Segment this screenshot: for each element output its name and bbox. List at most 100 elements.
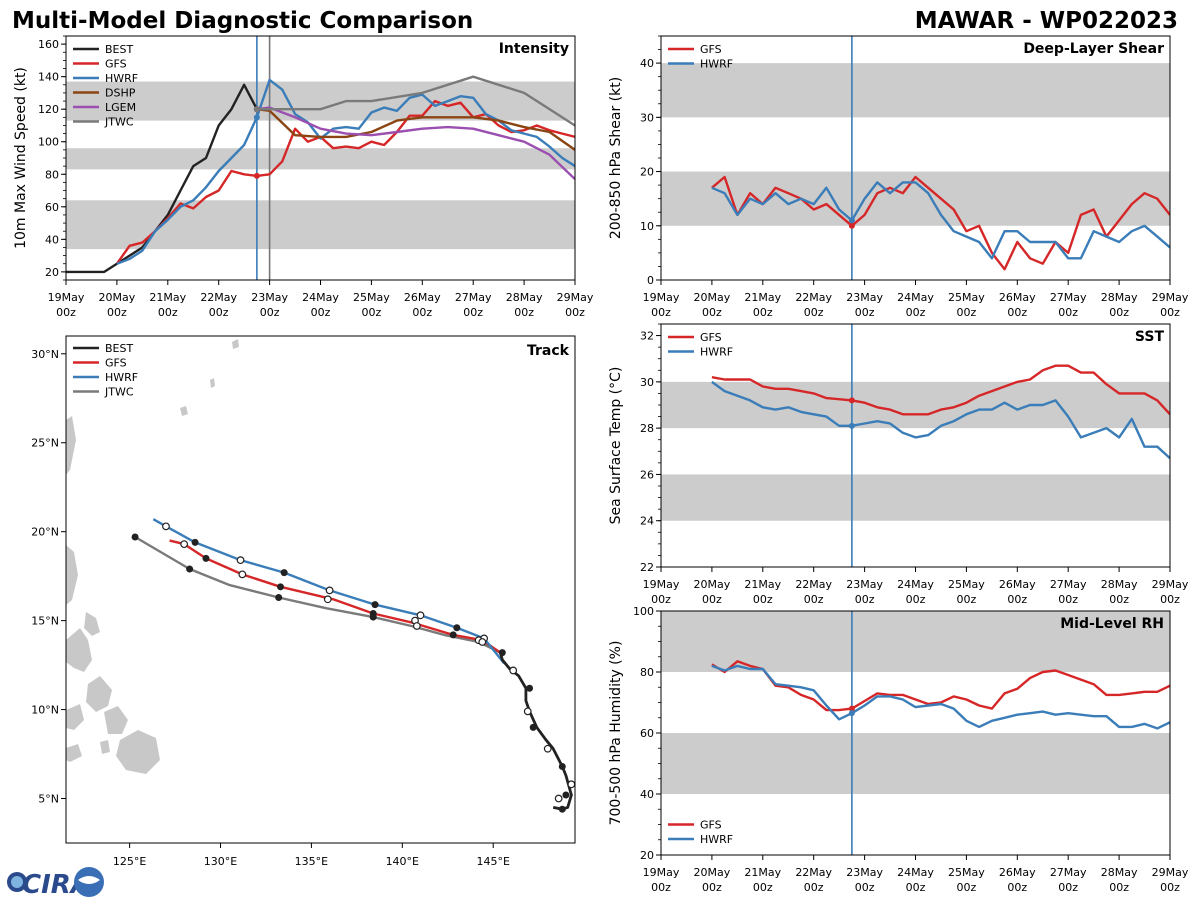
track-marker-filled-8 xyxy=(371,601,379,609)
intensity-legend-label-hwrf: HWRF xyxy=(105,72,138,85)
shear-panel: 0 10 20 30 40 19May 00z 20May 00z 21May 00z 22May 00… xyxy=(608,35,1189,319)
track-marker-open-1 xyxy=(554,794,563,803)
rh-title: Mid-Level RH xyxy=(1060,616,1164,632)
shear-current-point-gfs xyxy=(848,222,855,229)
intensity-ytick-label-1: 40 xyxy=(45,233,59,246)
track-xtick-label-2: 135°E xyxy=(295,855,328,868)
intensity-ytick-label-2: 60 xyxy=(45,201,59,214)
shear-series-group xyxy=(711,175,1170,271)
sst-xtick-label-8: 27May xyxy=(1050,578,1087,591)
shear-series-gfs xyxy=(711,175,1170,271)
shear-ytick-label-0: 0 xyxy=(647,274,654,287)
shear-xtick-sublabel-5: 00z xyxy=(906,306,926,319)
rh-xtick-label-4: 23May xyxy=(846,866,883,879)
track-xtick-label-3: 140°E xyxy=(386,855,419,868)
sst-xtick-sublabel-0: 00z xyxy=(651,593,671,606)
rh-series-hwrf xyxy=(711,664,1170,730)
track-marker-open-8 xyxy=(416,611,425,620)
track-marker-filled-2 xyxy=(558,763,566,771)
land-shape-9 xyxy=(66,416,76,475)
sst-xtick-sublabel-5: 00z xyxy=(906,593,926,606)
sst-ytick-label-4: 30 xyxy=(640,376,654,389)
intensity-current-point-jtwc xyxy=(253,106,260,113)
sst-series-group xyxy=(711,364,1170,460)
rh-xtick-sublabel-7: 00z xyxy=(1007,881,1027,894)
sst-current-point-gfs xyxy=(848,397,855,404)
intensity-xtick-sublabel-2: 00z xyxy=(158,306,178,319)
track-legend-label-hwrf: HWRF xyxy=(105,371,138,384)
sst-ytick-label-3: 28 xyxy=(640,422,654,435)
land-shape-3 xyxy=(86,676,112,712)
sst-xtick-label-10: 29May xyxy=(1152,578,1189,591)
rh-xtick-sublabel-3: 00z xyxy=(804,881,824,894)
track-marker-open-7 xyxy=(478,638,487,646)
rh-xtick-sublabel-4: 00z xyxy=(855,881,875,894)
intensity-legend-label-jtwc: JTWC xyxy=(104,116,134,129)
land-shape-6 xyxy=(66,704,84,730)
sst-ytick-label-5: 32 xyxy=(640,330,654,343)
shear-xtick-sublabel-6: 00z xyxy=(957,306,977,319)
rh-ylabel: 700-500 hPa Humidity (%) xyxy=(608,641,624,826)
intensity-xtick-label-10: 29May xyxy=(557,291,594,304)
intensity-series-gfs xyxy=(115,99,575,265)
intensity-ytick-label-5: 120 xyxy=(38,103,59,116)
land-shape-8 xyxy=(100,740,110,754)
intensity-band-0 xyxy=(66,200,575,250)
rh-xtick-sublabel-1: 00z xyxy=(702,881,722,894)
land-shape-10 xyxy=(180,406,188,416)
sst-legend-label-gfs: GFS xyxy=(700,331,722,344)
intensity-series-dshp xyxy=(256,108,575,151)
intensity-series-lgem xyxy=(256,106,575,180)
rh-xtick-sublabel-8: 00z xyxy=(1058,881,1078,894)
track-marker-filled-0 xyxy=(562,791,570,799)
track-series-group xyxy=(131,518,575,813)
shear-xtick-label-2: 21May xyxy=(744,291,781,304)
rh-xtick-label-2: 21May xyxy=(744,866,781,879)
track-series-jtwc xyxy=(134,535,502,654)
intensity-xtick-sublabel-10: 00z xyxy=(565,306,585,319)
intensity-band-1 xyxy=(66,148,575,170)
shear-xtick-sublabel-9: 00z xyxy=(1109,306,1129,319)
sst-xtick-sublabel-3: 00z xyxy=(804,593,824,606)
sst-current-point-hwrf xyxy=(848,422,855,429)
rh-band-0 xyxy=(661,733,1170,794)
track-panel: 125°E 130°E 135°E 140°E 145°E 5°N 10°N 15°N 20°N… xyxy=(31,335,576,868)
shear-ytick-label-3: 30 xyxy=(640,111,654,124)
shear-ytick-label-4: 40 xyxy=(640,57,654,70)
sst-xtick-label-6: 25May xyxy=(948,578,985,591)
rh-xtick-label-9: 28May xyxy=(1101,866,1138,879)
track-marker-filled-13 xyxy=(275,594,283,602)
land-shape-4 xyxy=(104,706,128,734)
sst-series-gfs xyxy=(711,364,1170,416)
shear-xtick-label-7: 26May xyxy=(999,291,1036,304)
intensity-ylabel: 10m Max Wind Speed (kt) xyxy=(13,67,29,249)
rh-xtick-sublabel-6: 00z xyxy=(957,881,977,894)
rh-xtick-label-1: 20May xyxy=(694,866,731,879)
track-marker-filled-16 xyxy=(186,565,194,573)
sst-xtick-sublabel-9: 00z xyxy=(1109,593,1129,606)
rh-xtick-label-5: 24May xyxy=(897,866,934,879)
intensity-ytick-label-0: 20 xyxy=(45,266,59,279)
intensity-ytick-label-4: 100 xyxy=(38,136,59,149)
intensity-xtick-label-7: 26May xyxy=(404,291,441,304)
rh-xtick-sublabel-10: 00z xyxy=(1160,881,1180,894)
sst-xtick-sublabel-7: 00z xyxy=(1007,593,1027,606)
shear-xtick-sublabel-3: 00z xyxy=(804,306,824,319)
shear-xtick-sublabel-10: 00z xyxy=(1160,306,1180,319)
shear-xtick-label-0: 19May xyxy=(643,291,680,304)
sst-plot: 22 24 26 28 30 32 19May 00z 20May 00z 21May 00z 22Ma… xyxy=(608,323,1189,606)
globe-inner-icon xyxy=(11,876,23,888)
intensity-legend-label-gfs: GFS xyxy=(105,58,127,71)
intensity-xtick-sublabel-9: 00z xyxy=(514,306,534,319)
shear-xtick-sublabel-4: 00z xyxy=(855,306,875,319)
shear-ytick-label-2: 20 xyxy=(640,166,654,179)
land-masses xyxy=(66,339,239,774)
rh-xtick-sublabel-2: 00z xyxy=(753,881,773,894)
intensity-xtick-label-1: 20May xyxy=(99,291,136,304)
rh-panel: 20 40 60 80 100 19May 00z 20May 00z 21May 00z 22May… xyxy=(608,605,1189,894)
shear-ylabel: 200-850 hPa Shear (kt) xyxy=(608,77,624,239)
track-marker-open-3 xyxy=(523,707,532,716)
track-marker-filled-3 xyxy=(529,723,537,731)
sst-xtick-label-1: 20May xyxy=(694,578,731,591)
track-xtick-label-1: 130°E xyxy=(204,855,237,868)
